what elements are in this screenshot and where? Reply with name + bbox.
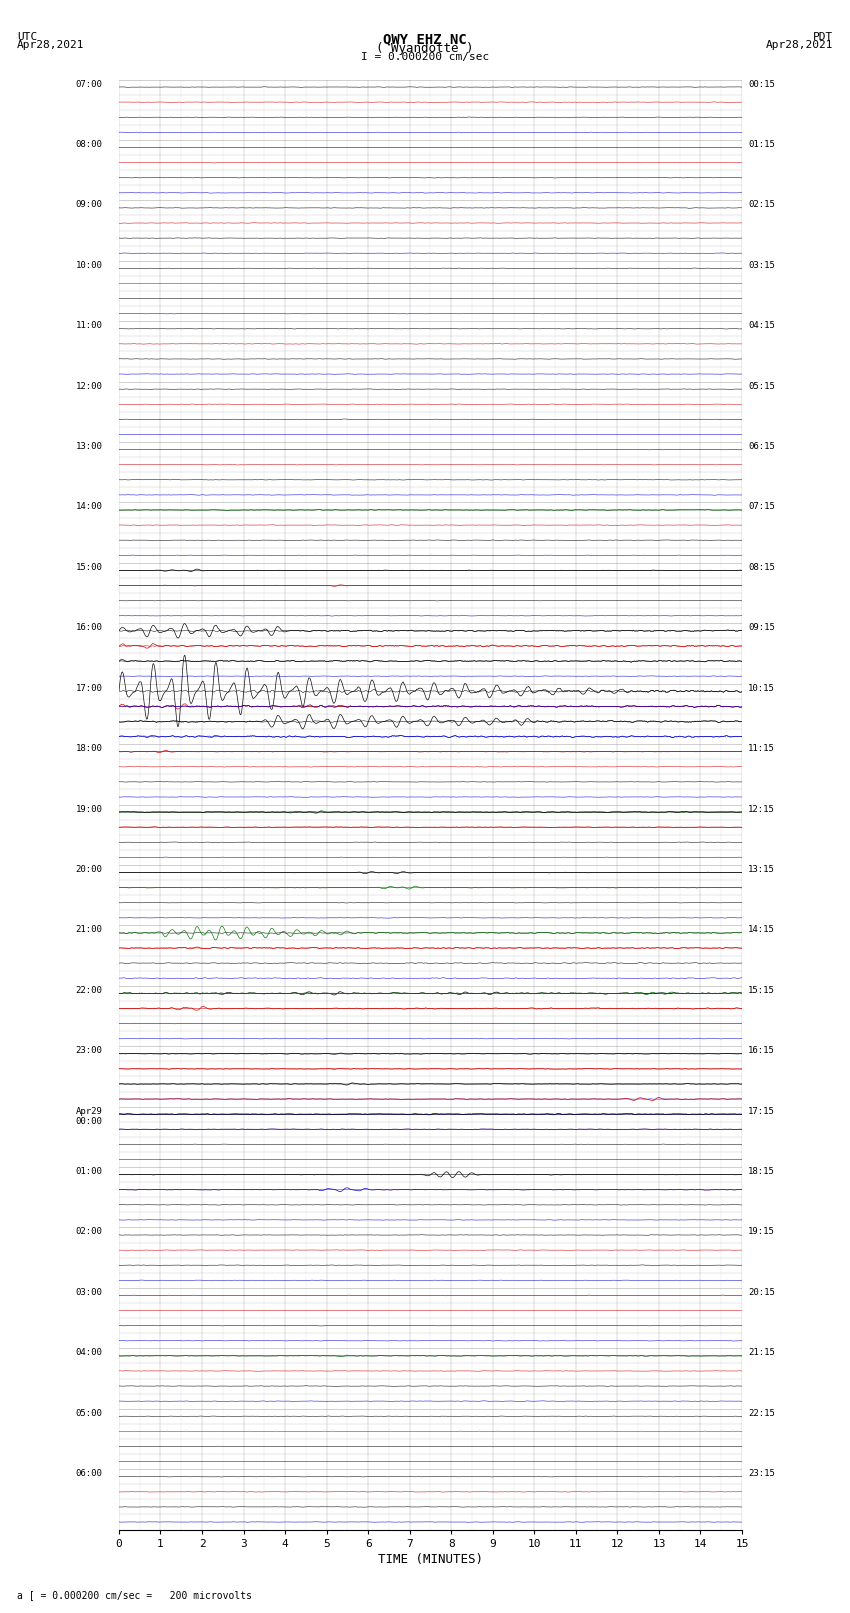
- Text: 08:00: 08:00: [76, 140, 102, 148]
- Text: UTC: UTC: [17, 32, 37, 42]
- Text: 00:15: 00:15: [748, 79, 775, 89]
- Text: 14:00: 14:00: [76, 502, 102, 511]
- Text: 02:15: 02:15: [748, 200, 775, 210]
- Text: 16:15: 16:15: [748, 1047, 775, 1055]
- Text: 19:00: 19:00: [76, 805, 102, 813]
- Text: 11:00: 11:00: [76, 321, 102, 331]
- Text: ( Wyandotte ): ( Wyandotte ): [377, 42, 473, 55]
- Text: 19:15: 19:15: [748, 1227, 775, 1237]
- Text: 12:00: 12:00: [76, 382, 102, 390]
- Text: 05:00: 05:00: [76, 1408, 102, 1418]
- Text: 15:15: 15:15: [748, 986, 775, 995]
- Text: 01:00: 01:00: [76, 1168, 102, 1176]
- Text: 07:15: 07:15: [748, 502, 775, 511]
- Text: 06:00: 06:00: [76, 1469, 102, 1478]
- Text: 06:15: 06:15: [748, 442, 775, 452]
- Text: 11:15: 11:15: [748, 744, 775, 753]
- Text: 15:00: 15:00: [76, 563, 102, 573]
- Text: 05:15: 05:15: [748, 382, 775, 390]
- Text: 20:15: 20:15: [748, 1287, 775, 1297]
- Text: 22:00: 22:00: [76, 986, 102, 995]
- Text: 01:15: 01:15: [748, 140, 775, 148]
- Text: a [ = 0.000200 cm/sec =   200 microvolts: a [ = 0.000200 cm/sec = 200 microvolts: [17, 1590, 252, 1600]
- Text: PDT: PDT: [813, 32, 833, 42]
- Text: 07:00: 07:00: [76, 79, 102, 89]
- Text: 08:15: 08:15: [748, 563, 775, 573]
- Text: 13:15: 13:15: [748, 865, 775, 874]
- Text: 21:00: 21:00: [76, 926, 102, 934]
- Text: 20:00: 20:00: [76, 865, 102, 874]
- Text: 23:00: 23:00: [76, 1047, 102, 1055]
- Text: 02:00: 02:00: [76, 1227, 102, 1237]
- Text: 16:00: 16:00: [76, 623, 102, 632]
- Text: QWY EHZ NC: QWY EHZ NC: [383, 32, 467, 47]
- X-axis label: TIME (MINUTES): TIME (MINUTES): [378, 1553, 483, 1566]
- Text: 13:00: 13:00: [76, 442, 102, 452]
- Text: 09:00: 09:00: [76, 200, 102, 210]
- Text: 14:15: 14:15: [748, 926, 775, 934]
- Text: Apr29
00:00: Apr29 00:00: [76, 1107, 102, 1126]
- Text: 10:00: 10:00: [76, 261, 102, 269]
- Text: I = 0.000200 cm/sec: I = 0.000200 cm/sec: [361, 52, 489, 61]
- Text: 04:00: 04:00: [76, 1348, 102, 1357]
- Text: 10:15: 10:15: [748, 684, 775, 692]
- Text: 03:00: 03:00: [76, 1287, 102, 1297]
- Text: 21:15: 21:15: [748, 1348, 775, 1357]
- Text: 17:00: 17:00: [76, 684, 102, 692]
- Text: 17:15: 17:15: [748, 1107, 775, 1116]
- Text: 22:15: 22:15: [748, 1408, 775, 1418]
- Text: 18:00: 18:00: [76, 744, 102, 753]
- Text: Apr28,2021: Apr28,2021: [766, 40, 833, 50]
- Text: 04:15: 04:15: [748, 321, 775, 331]
- Text: 03:15: 03:15: [748, 261, 775, 269]
- Text: 12:15: 12:15: [748, 805, 775, 813]
- Text: 23:15: 23:15: [748, 1469, 775, 1478]
- Text: 18:15: 18:15: [748, 1168, 775, 1176]
- Text: 09:15: 09:15: [748, 623, 775, 632]
- Text: Apr28,2021: Apr28,2021: [17, 40, 84, 50]
